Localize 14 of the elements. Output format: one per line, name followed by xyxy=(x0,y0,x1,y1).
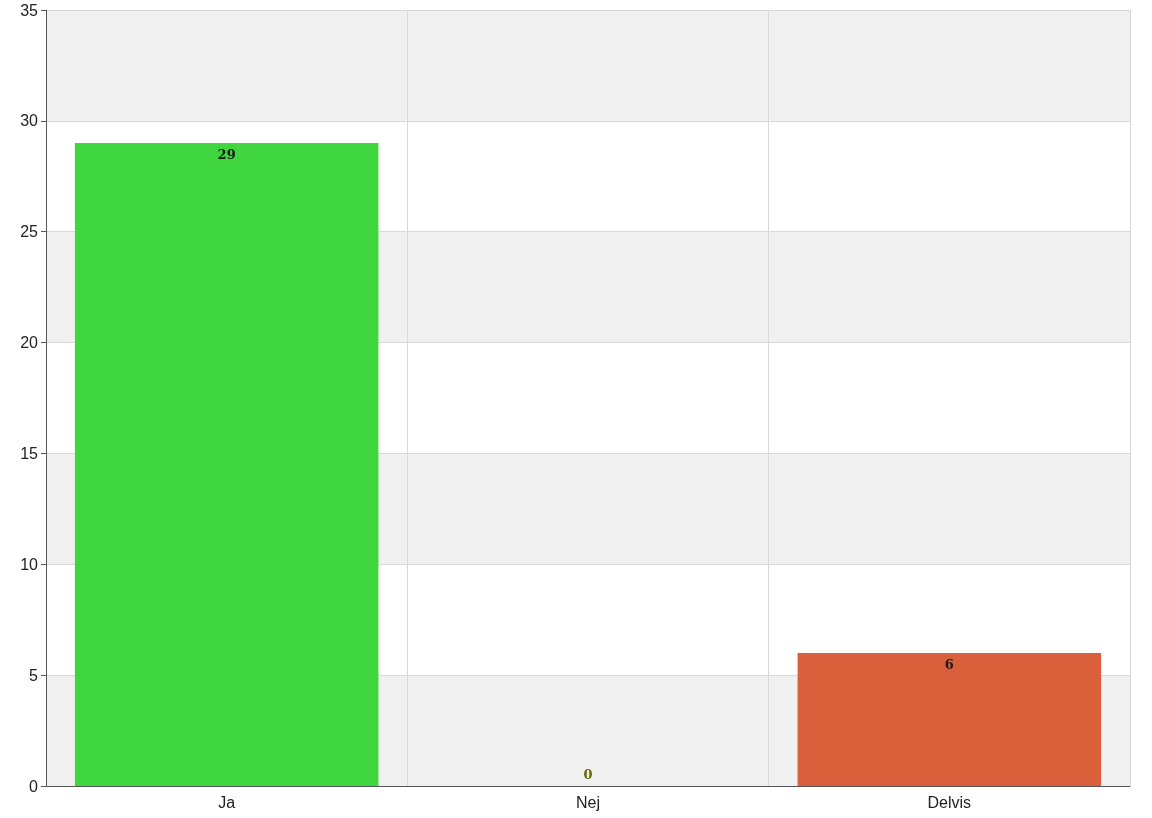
y-tick-label: 25 xyxy=(20,223,39,241)
data-label: 6 xyxy=(944,656,954,672)
y-tick-label: 30 xyxy=(20,112,39,130)
y-tick-label: 15 xyxy=(20,444,39,462)
x-tick-label: Nej xyxy=(575,793,601,811)
y-tick-label: 10 xyxy=(20,555,39,573)
data-label: 29 xyxy=(217,147,236,163)
y-tick-label: 35 xyxy=(20,1,39,19)
data-label: 0 xyxy=(583,767,593,782)
x-tick-label: Delvis xyxy=(927,793,972,811)
y-tick-label: 0 xyxy=(29,777,39,795)
x-tick-label: Ja xyxy=(218,793,236,811)
y-tick-label: 5 xyxy=(29,666,39,684)
y-tick-label: 20 xyxy=(20,334,39,352)
